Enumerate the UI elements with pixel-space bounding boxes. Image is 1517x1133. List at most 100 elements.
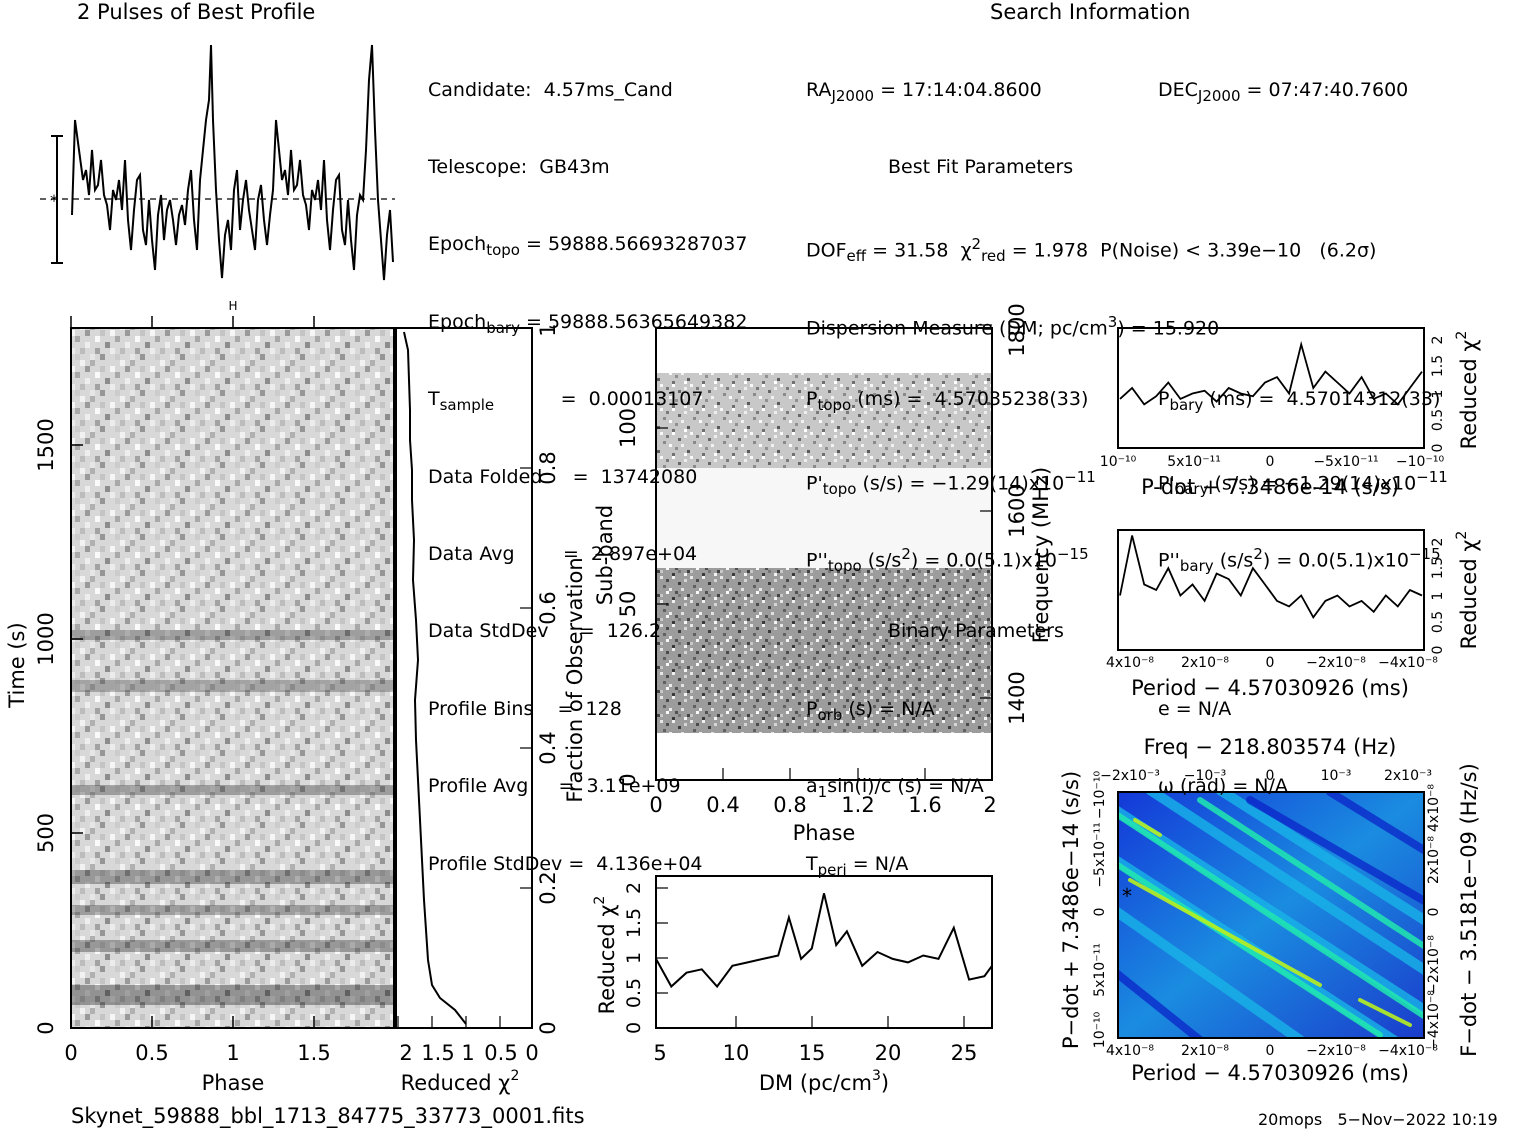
pdbary-row: P'bary (s/s) = −1.29(14)x10−11 [1158,467,1448,498]
ppd-ly-4: −10⁻¹⁰ [1092,771,1108,820]
frac-ytick-1: 0.2 [536,871,560,904]
epoch-topo-row: Epochtopo = 59888.56693287037 [428,233,748,260]
ppd-ylabel: P−dot + 7.3486e−14 (s/s) [1059,771,1083,1049]
ppd-topx-0: −2x10⁻³ [1100,768,1160,784]
tp-ytick-2: 1000 [34,612,58,665]
pbary-row: Pbary (ms) = 4.57014312(33) [1158,388,1441,414]
sb-ylabel: Sub-band [593,505,617,605]
period-xtick-4: −4x10⁻⁸ [1378,655,1438,671]
info-right: DECJ2000 = 07:47:40.7600 Pbary (ms) = 4.… [1158,26,1498,826]
dm-ytick-1: 0.5 [623,978,645,1008]
tperi-row: Tperi = N/A [806,852,909,879]
tp-xtick-3: 1.5 [297,1041,330,1065]
period-xtick-0: 4x10⁻⁸ [1106,655,1154,671]
svg-text:H: H [228,299,237,313]
freq-ytick-0: 1400 [1005,671,1029,724]
pdot-ytick-4: 2 [1430,336,1446,345]
pdot-xlabel: P-dot + 7.3486e-14 (s/s) [1141,475,1399,499]
dm-curve [655,893,993,989]
ppd-title: Freq − 218.803574 (Hz) [1144,735,1397,759]
sb-xtick-4: 1.6 [908,793,941,817]
period-ylabel: Reduced χ2 [1454,531,1481,650]
ppd-xlabel: Period − 4.57030926 (ms) [1131,1061,1409,1085]
dm-ytick-3: 1.5 [623,908,645,938]
ppd-ylabel-right: F−dot − 3.5181e−09 (Hz/s) [1457,763,1481,1057]
pdot-xtick-1: 5x10⁻¹¹ [1167,454,1221,470]
frac-ytick-3: 0.6 [536,591,560,624]
profile-curve [71,44,394,281]
binary-title: Binary Parameters [888,620,1064,643]
ppd-ly-1: 5x10⁻¹¹ [1092,943,1108,997]
ppd-ly-3: −5x10⁻¹¹ [1092,822,1108,887]
tp-xtick-2: 1 [226,1041,239,1065]
ppd-ly-2: 0 [1092,908,1108,917]
dm-ytick-0: 0 [623,1022,645,1034]
ppd-ry-3: 2x10⁻⁸ [1426,836,1442,884]
frac-ytick-2: 0.4 [536,731,560,764]
sb-xtick-0: 0 [649,793,662,817]
chi2-xtick-1: 1.5 [421,1041,454,1065]
ppd-botx-1: 2x10⁻⁸ [1181,1043,1229,1059]
dm-xtick-3: 20 [875,1041,902,1065]
frac-ytick-4: 0.8 [536,451,560,484]
pdtopo-row: P'topo (s/s) = −1.29(14)x10−11 [806,467,1096,498]
info-middle: RAJ2000 = 17:14:04.8600 Best Fit Paramet… [806,26,1377,903]
porb-row: Porb (s) = N/A [806,697,935,724]
ppd-ry-0: −4x10⁻⁸ [1426,990,1442,1050]
chi2-fraction-curve [403,331,467,1025]
pdot-ytick-3: 1.5 [1430,355,1446,377]
info-left-labels: Candidate: 4.57ms_Cand Telescope: GB43m … [428,26,803,903]
tp-xlabel: Phase [202,1071,265,1095]
p-pdot-panel: * Freq − 218.803574 (Hz) Period − 4.5703… [1059,735,1481,1085]
pdot-ytick-2: 1 [1430,390,1446,399]
search-title: Search Information [990,0,1191,24]
ppd-ry-2: 0 [1426,908,1442,917]
data-folded-row: Data Folded = 13742080 [428,465,698,488]
freq-ytick-2: 1800 [1005,303,1029,356]
period-ytick-0: 0 [1430,646,1446,655]
ra-row: RAJ2000 = 17:14:04.8600 [806,78,1042,105]
pdot-ytick-1: 0.5 [1430,409,1446,431]
period-panel: 4x10⁻⁸ 2x10⁻⁸ 0 −2x10⁻⁸ −4x10⁻⁸ Period −… [1106,529,1481,700]
e-row: e = N/A [1158,697,1232,720]
dm-xtick-0: 5 [653,1041,666,1065]
tp-ytick-3: 1500 [34,418,58,471]
pddtopo-row: P''topo (s/s2) = 0.0(5.1)x10−15 [806,544,1089,576]
svg-text:*: * [50,191,58,210]
time-phase-panel: H 0 0.5 1 1.5 Phase 0 500 1000 1500 Time… [5,299,395,1095]
ppd-ry-4: 4x10⁻⁸ [1426,784,1442,832]
dm-xtick-2: 15 [799,1041,826,1065]
ppd-ry-1: −2x10⁻⁸ [1426,935,1442,995]
period-xtick-2: 0 [1266,655,1275,671]
dof-row: DOFeff = 31.58 χ2red = 1.978 P(Noise) < … [806,235,1377,266]
period-xtick-3: −2x10⁻⁸ [1306,655,1366,671]
pdot-ylabel: Reduced χ2 [1454,331,1481,450]
pdot-xtick-0: 10⁻¹⁰ [1100,454,1137,470]
ppd-topx-1: −10⁻³ [1184,768,1227,784]
best-fit-title: Best Fit Parameters [888,155,1074,178]
dm-panel: 5 10 15 20 25 DM (pc/cm3) 0 0.5 1 1.5 2 … [592,875,993,1095]
dm-ytick-4: 2 [623,882,645,894]
subband-panel: 0 0.4 0.8 1.2 1.6 2 Phase 0 50 100 Sub-b… [593,303,1053,845]
a1-row: a1sin(i)/c (s) = N/A [806,775,984,801]
frac-ytick-0: 0 [536,1021,560,1034]
sb-xtick-5: 2 [983,793,996,817]
profile-title: 2 Pulses of Best Profile [77,0,316,24]
period-ytick-2: 1 [1430,592,1446,601]
dec-row: DECJ2000 = 07:47:40.7600 [1158,78,1409,105]
profile-avg-row: Profile Avg = 3.11e+09 [428,775,681,798]
frac-ytick-5: 1 [536,323,560,336]
pdot-ytick-0: 0 [1430,444,1446,453]
sb-xtick-3: 1.2 [841,793,874,817]
dm-xlabel: DM (pc/cm3) [759,1068,889,1095]
tp-ylabel: Time (s) [5,622,29,708]
freq-ytick-1: 1600 [1005,484,1029,537]
chi2-xtick-3: 0.5 [484,1041,517,1065]
dm-row: Dispersion Measure (DM; pc/cm3) = 15.920 [806,312,1219,340]
epoch-bary-row: Epochbary = 59888.56365649382 [428,310,748,337]
chi2-xtick-0: 2 [399,1041,412,1065]
timestamp-label: 20mops 5−Nov−2022 10:19 [1258,1110,1498,1129]
ppd-best-marker: * [1122,884,1132,908]
sb-ytick-0: 0 [616,773,640,786]
